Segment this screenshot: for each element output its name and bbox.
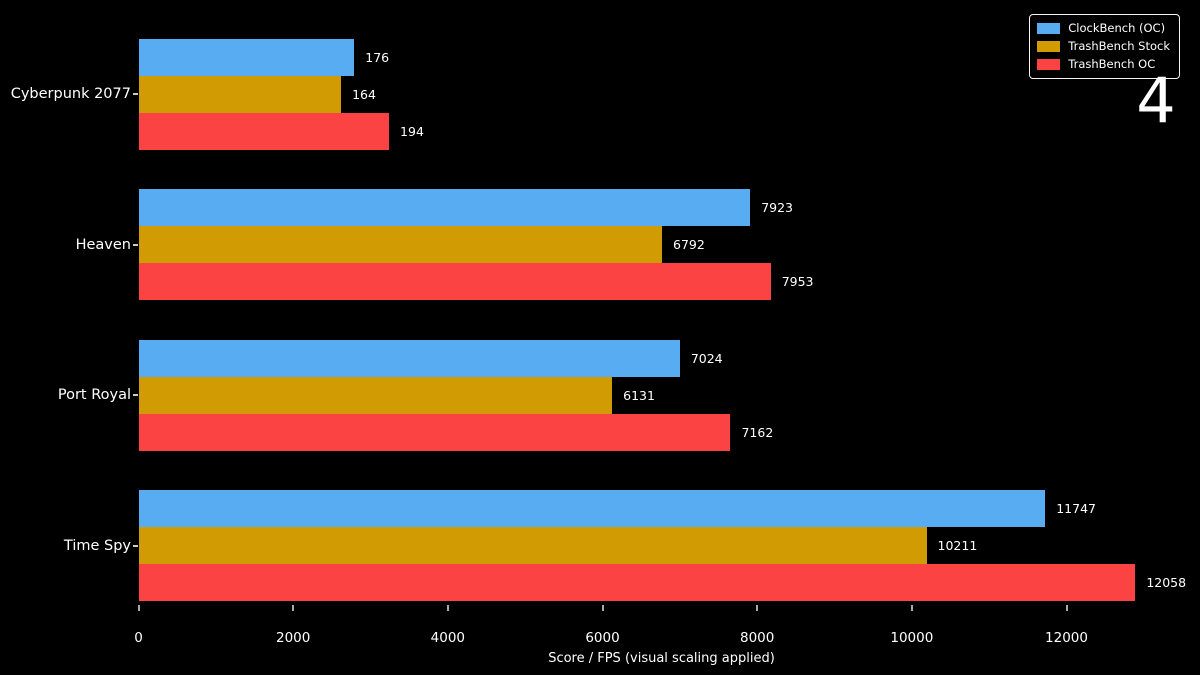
bar-value-label: 11747 — [1056, 501, 1096, 516]
bar-value-label: 6131 — [623, 387, 655, 403]
legend-label: TrashBench Stock — [1068, 39, 1170, 53]
bar — [138, 38, 355, 76]
x-tick-label: 0 — [134, 630, 143, 646]
bar-value-label: 10211 — [937, 538, 978, 553]
x-tick-mark — [756, 605, 759, 611]
bar-value-label: 176 — [365, 49, 390, 65]
x-tick-label: 8000 — [739, 630, 775, 646]
bar-value-label: 7923 — [761, 200, 794, 215]
legend-swatch-icon — [1037, 22, 1061, 34]
x-tick-label: 2000 — [275, 630, 311, 646]
x-tick-mark — [1065, 605, 1068, 611]
x-tick-mark — [137, 605, 140, 611]
x-tick-mark — [292, 605, 295, 611]
y-tick-mark — [133, 93, 138, 95]
bar — [138, 189, 751, 226]
bar — [138, 376, 613, 414]
bar — [138, 564, 1136, 601]
x-axis-label: Score / FPS (visual scaling applied) — [548, 651, 775, 666]
x-tick-label: 4000 — [430, 630, 466, 646]
legend-item: TrashBench Stock — [1037, 37, 1170, 55]
y-tick-mark — [133, 544, 138, 547]
category-label: Time Spy — [63, 537, 131, 554]
x-tick-label: 10000 — [890, 630, 934, 646]
bar-value-label: 7953 — [781, 274, 814, 289]
x-tick-label: 12000 — [1045, 630, 1088, 646]
bar-value-label: 6792 — [673, 237, 705, 252]
bar-value-label: 7162 — [741, 424, 774, 440]
bar — [138, 112, 390, 150]
bar-value-label: 12058 — [1146, 575, 1187, 590]
bar-value-label: 164 — [352, 86, 376, 102]
overlay-number: 4 — [1136, 64, 1176, 137]
bar — [138, 75, 342, 113]
legend-item: TrashBench OC — [1037, 55, 1170, 73]
y-tick-mark — [133, 394, 138, 396]
bar-value-label: 194 — [400, 123, 424, 139]
category-label: Port Royal — [57, 387, 131, 403]
legend-label: ClockBench (OC) — [1068, 21, 1166, 35]
x-tick-label: 6000 — [585, 630, 620, 646]
bar — [138, 527, 927, 564]
category-label: Cyberpunk 2077 — [10, 86, 131, 102]
x-tick-mark — [601, 605, 604, 611]
legend: ClockBench (OC) TrashBench Stock TrashBenc… — [1029, 14, 1180, 79]
x-tick-mark — [446, 605, 449, 611]
legend-label: TrashBench OC — [1068, 57, 1156, 71]
legend-swatch-icon — [1037, 40, 1061, 52]
y-tick-mark — [133, 243, 138, 246]
x-tick-mark — [910, 605, 913, 611]
bar — [138, 339, 680, 377]
legend-swatch-icon — [1037, 58, 1061, 70]
legend-item: ClockBench (OC) — [1037, 19, 1170, 37]
bar-value-label: 7024 — [690, 350, 723, 366]
category-label: Heaven — [75, 236, 131, 253]
bar — [138, 413, 731, 451]
bar — [138, 490, 1046, 527]
bar — [138, 226, 663, 263]
bar — [138, 263, 771, 300]
